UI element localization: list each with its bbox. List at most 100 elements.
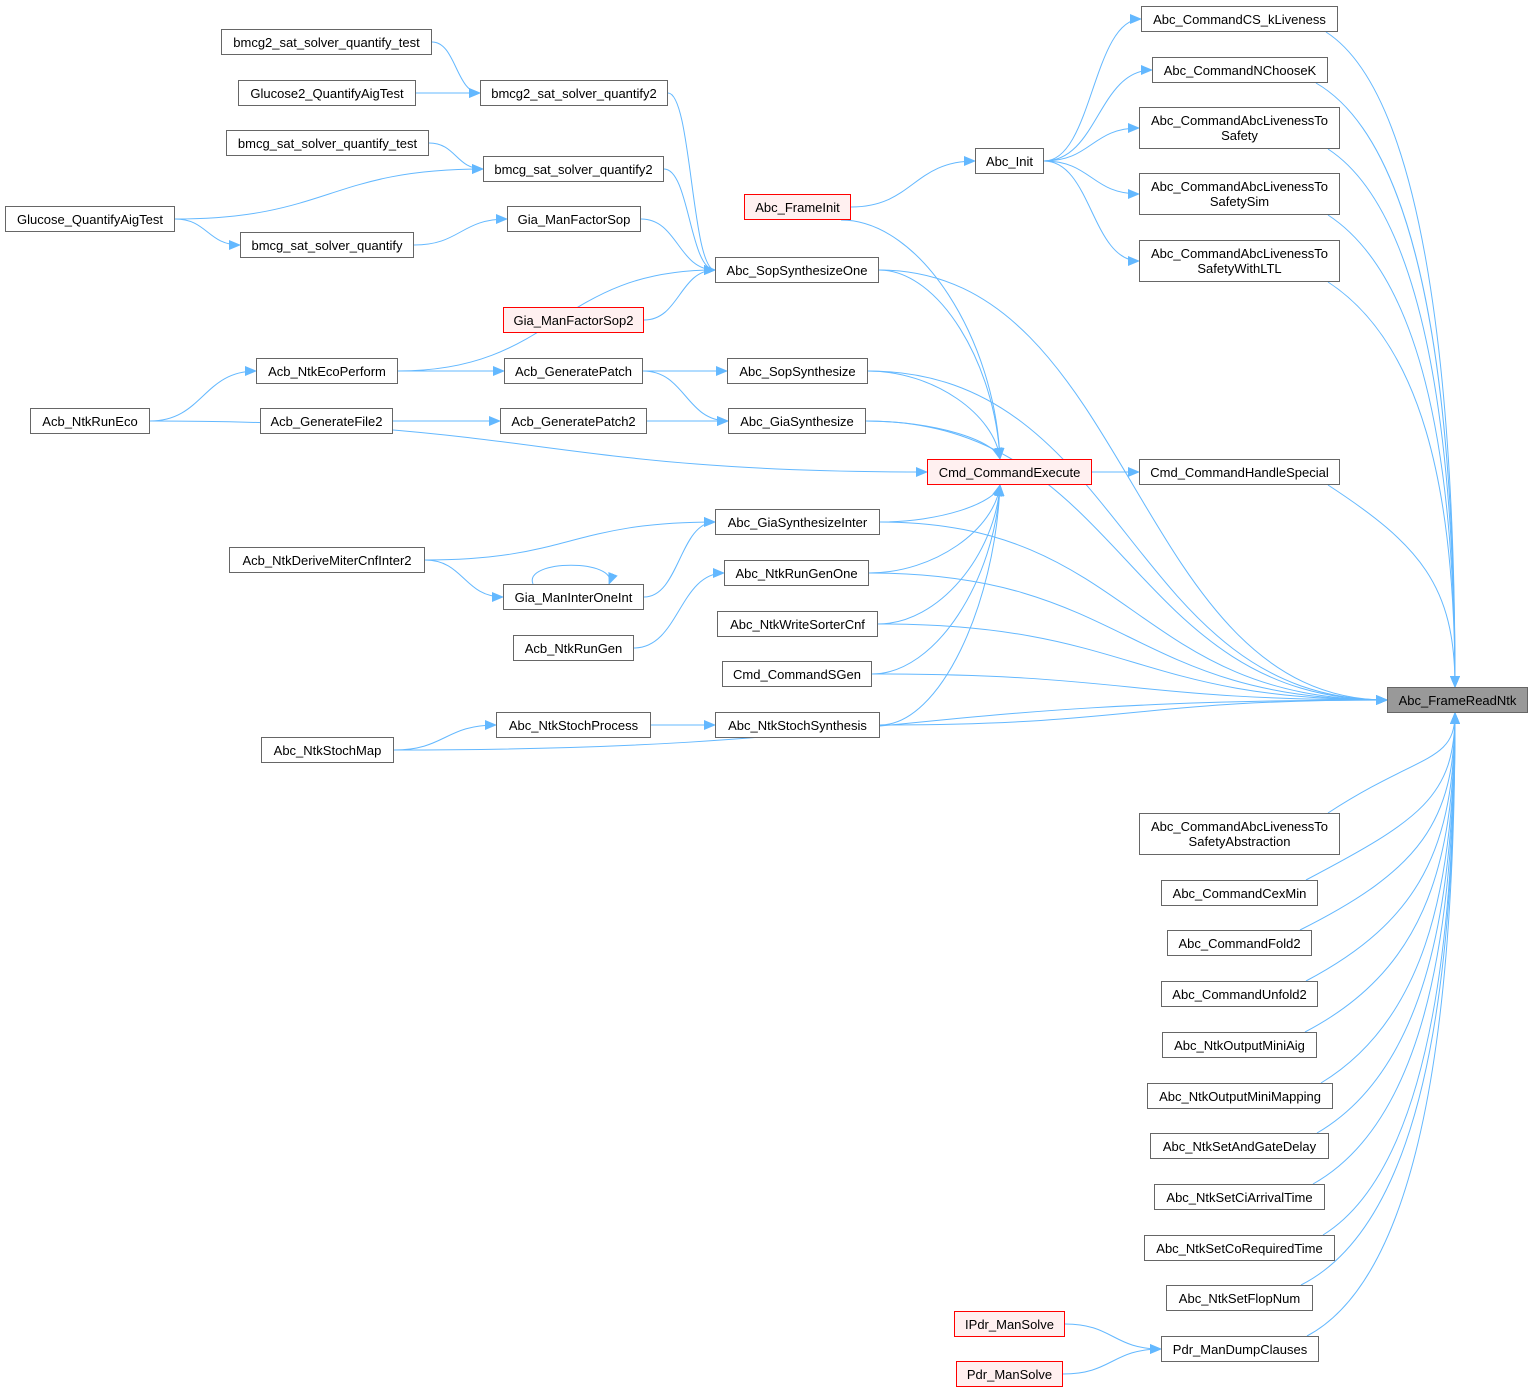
node-bmcg-sat-solver-quantify-test[interactable]: bmcg_sat_solver_quantify_test	[226, 130, 429, 156]
node-bmcg2-sat-solver-quantify2[interactable]: bmcg2_sat_solver_quantify2	[480, 80, 668, 106]
node-acb-generatepatch[interactable]: Acb_GeneratePatch	[504, 358, 643, 384]
edge-u2-to-frn	[1305, 712, 1460, 982]
edge-init-to-nck	[1043, 65, 1153, 162]
node-abc-commandabclivenesstosafetyabstraction[interactable]: Abc_CommandAbcLivenessTo SafetyAbstracti…	[1139, 813, 1340, 855]
edge-ltsa-to-frn	[1327, 712, 1460, 814]
edge-sgen-to-cce	[871, 484, 1005, 675]
node-pdr-mansolve[interactable]: Pdr_ManSolve	[956, 1361, 1063, 1387]
edge-oma-to-frn	[1304, 712, 1460, 1033]
edge-sgen-to-frn	[871, 673, 1388, 705]
edge-pdr-to-pdc	[1062, 1344, 1162, 1375]
edge-init-to-cskl	[1043, 14, 1142, 162]
edge-b2t-to-b2q2	[431, 41, 481, 98]
edge-ssyn-to-cce	[879, 484, 1005, 726]
edge-smap-to-sp	[393, 720, 497, 751]
node-abc-giasynthesize[interactable]: Abc_GiaSynthesize	[728, 408, 866, 434]
node-cmd-commandsgen[interactable]: Cmd_CommandSGen	[722, 661, 872, 687]
edge-ltsl-to-frn	[1327, 281, 1460, 688]
node-bmcg-sat-solver-quantify2[interactable]: bmcg_sat_solver_quantify2	[483, 156, 664, 182]
edge-ltss-to-frn	[1327, 214, 1460, 688]
node-abc-frameinit[interactable]: Abc_FrameInit	[744, 194, 851, 220]
node-acb-ntkecoperform[interactable]: Acb_NtkEcoPerform	[256, 358, 398, 384]
edge-scat-to-frn	[1312, 712, 1460, 1185]
node-abc-ntkstochmap[interactable]: Abc_NtkStochMap	[261, 737, 394, 763]
node-abc-ntksetandgatedelay[interactable]: Abc_NtkSetAndGateDelay	[1150, 1133, 1329, 1159]
node-acb-ntkrungen[interactable]: Acb_NtkRunGen	[513, 635, 634, 661]
node-glucose2-quantifyaigtest[interactable]: Glucose2_QuantifyAigTest	[238, 80, 416, 106]
node-acb-ntkderivemitercnfinter2[interactable]: Acb_NtkDeriveMiterCnfInter2	[229, 547, 425, 573]
node-acb-ntkruneco[interactable]: Acb_NtkRunEco	[30, 408, 150, 434]
node-acb-generatefile2[interactable]: Acb_GenerateFile2	[260, 408, 393, 434]
node-abc-ntksetcorequiredtime[interactable]: Abc_NtkSetCoRequiredTime	[1144, 1235, 1335, 1261]
node-abc-commandabclivenesstosafety[interactable]: Abc_CommandAbcLivenessTo Safety	[1139, 107, 1340, 149]
edge-sso-to-cce	[878, 269, 1005, 460]
node-abc-ntkstochprocess[interactable]: Abc_NtkStochProcess	[496, 712, 651, 738]
node-abc-init[interactable]: Abc_Init	[975, 148, 1044, 174]
edge-smap-to-frn	[393, 695, 1388, 751]
edge-gq-to-bq2	[174, 164, 484, 220]
edge-wsc-to-cce	[877, 484, 1005, 625]
node-bmcg-sat-solver-quantify[interactable]: bmcg_sat_solver_quantify	[240, 232, 414, 258]
edge-rg-to-rgo	[633, 568, 725, 649]
edge-finit-to-init	[850, 156, 976, 208]
edge-gs-to-frn	[865, 420, 1388, 705]
node-glucose-quantifyaigtest[interactable]: Glucose_QuantifyAigTest	[5, 206, 175, 232]
edge-gs-to-cce	[865, 420, 1003, 460]
edge-sagd-to-frn	[1316, 712, 1460, 1134]
edge-f2-to-frn	[1299, 712, 1460, 931]
edge-gmi-to-gmi	[531, 564, 618, 585]
node-ipdr-mansolve[interactable]: IPdr_ManSolve	[954, 1311, 1065, 1337]
node-cmd-commandhandlespecial[interactable]: Cmd_CommandHandleSpecial	[1139, 459, 1340, 485]
node-cmd-commandexecute[interactable]: Cmd_CommandExecute	[927, 459, 1092, 485]
edge-pdc-to-frn	[1306, 712, 1460, 1337]
node-gia-maninteroneint[interactable]: Gia_ManInterOneInt	[503, 584, 644, 610]
node-gia-manfactorsop[interactable]: Gia_ManFactorSop	[507, 206, 641, 232]
node-bmcg2-sat-solver-quantify-test[interactable]: bmcg2_sat_solver_quantify_test	[221, 29, 432, 55]
node-abc-commandabclivenesstosafetysim[interactable]: Abc_CommandAbcLivenessTo SafetySim	[1139, 173, 1340, 215]
edge-init-to-ltss	[1043, 160, 1140, 199]
node-abc-ntkoutputminiaig[interactable]: Abc_NtkOutputMiniAig	[1162, 1032, 1317, 1058]
node-abc-sopsynthesizeone[interactable]: Abc_SopSynthesizeOne	[715, 257, 879, 283]
node-pdr-mandumpclauses[interactable]: Pdr_ManDumpClauses	[1161, 1336, 1319, 1362]
node-abc-ntksetflopnum[interactable]: Abc_NtkSetFlopNum	[1166, 1285, 1313, 1311]
node-abc-commandabclivenesstosafetywithltl[interactable]: Abc_CommandAbcLivenessTo SafetyWithLTL	[1139, 240, 1340, 282]
node-abc-ntkrungenone[interactable]: Abc_NtkRunGenOne	[724, 560, 869, 586]
edge-b2q2-to-sso	[667, 92, 716, 275]
edge-gsi-to-frn	[879, 521, 1388, 705]
edge-gq-to-bq	[174, 218, 241, 250]
edge-gsi-to-cce	[879, 484, 1002, 523]
edge-gfs2-to-sso	[643, 265, 716, 321]
node-abc-commandnchoosek[interactable]: Abc_CommandNChooseK	[1152, 57, 1328, 83]
node-abc-commandcs-kliveness[interactable]: Abc_CommandCS_kLiveness	[1141, 6, 1338, 32]
node-abc-ntksetciarrivaltime[interactable]: Abc_NtkSetCiArrivalTime	[1154, 1184, 1325, 1210]
node-gia-manfactorsop2[interactable]: Gia_ManFactorSop2	[503, 307, 644, 333]
edge-gmi-to-gsi	[643, 517, 716, 598]
edge-finit-to-cce	[840, 219, 1005, 460]
edge-nck-to-frn	[1315, 82, 1460, 688]
node-acb-generatepatch2[interactable]: Acb_GeneratePatch2	[500, 408, 647, 434]
edge-init-to-lts	[1043, 123, 1140, 162]
node-abc-giasynthesizeinter[interactable]: Abc_GiaSynthesizeInter	[715, 509, 880, 535]
edge-ssyn-to-frn	[879, 695, 1388, 726]
node-abc-ntkwritesortercnf[interactable]: Abc_NtkWriteSorterCnf	[717, 611, 878, 637]
edge-rgo-to-frn	[868, 572, 1388, 705]
edge-gp-to-gs	[642, 370, 729, 426]
edge-ipdr-to-pdc	[1064, 1323, 1162, 1354]
node-abc-commandfold2[interactable]: Abc_CommandFold2	[1167, 930, 1312, 956]
node-abc-commandcexmin[interactable]: Abc_CommandCexMin	[1161, 880, 1318, 906]
edge-ss-to-cce	[867, 370, 1004, 460]
node-abc-framereadntk[interactable]: Abc_FrameReadNtk	[1387, 687, 1528, 713]
edge-bq-to-gfs	[413, 214, 508, 246]
edge-rgo-to-cce	[868, 484, 1004, 574]
edge-ss-to-frn	[867, 370, 1388, 705]
node-abc-sopsynthesize[interactable]: Abc_SopSynthesize	[727, 358, 868, 384]
edge-lts-to-frn	[1327, 148, 1460, 688]
node-abc-ntkoutputminimapping[interactable]: Abc_NtkOutputMiniMapping	[1147, 1083, 1333, 1109]
edge-init-to-ltsl	[1043, 160, 1140, 266]
edge-dmc-to-gmi	[424, 559, 504, 602]
node-abc-commandunfold2[interactable]: Abc_CommandUnfold2	[1161, 981, 1318, 1007]
edge-dmc-to-gsi	[424, 517, 716, 561]
node-abc-ntkstochsynthesis[interactable]: Abc_NtkStochSynthesis	[715, 712, 880, 738]
